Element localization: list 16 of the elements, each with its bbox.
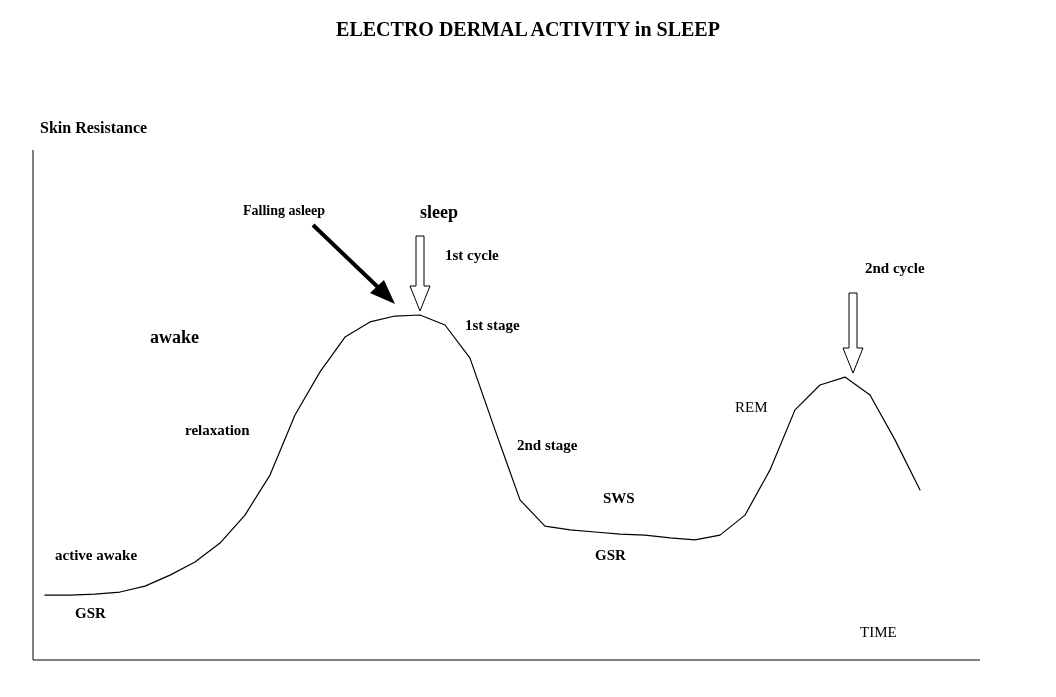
annotation: REM [735,399,768,415]
text: sleep [420,202,458,222]
annotation: 1st stage [465,317,520,333]
annotation: GSR [595,547,627,563]
annotation: awake [150,327,200,347]
annotation: active awake [55,547,138,563]
annotation: GSR [75,605,107,621]
text: Skin Resistance [40,119,148,136]
text: 1st cycle [445,247,500,263]
text: 2nd cycle [865,260,925,276]
annotation: 2nd stage [517,437,578,453]
annotation: SWS [603,490,635,506]
text: Falling asleep [243,203,326,218]
chart-title: ELECTRO DERMAL ACTIVITY in SLEEP [336,18,720,40]
annotation: relaxation [185,422,251,438]
x-axis-title: TIME [860,624,897,640]
